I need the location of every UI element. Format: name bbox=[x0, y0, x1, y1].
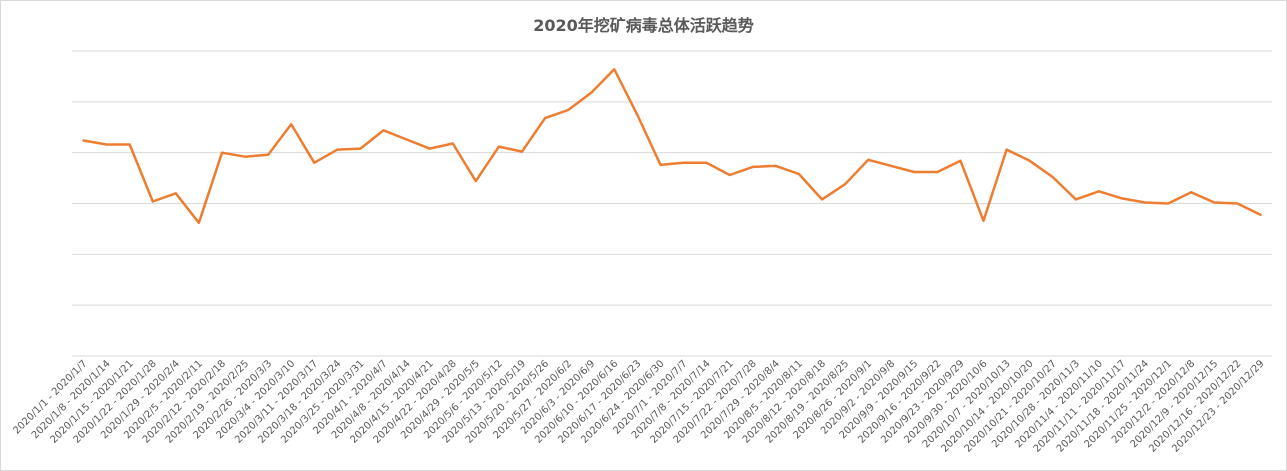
gridlines bbox=[72, 50, 1272, 357]
series-line bbox=[82, 68, 1262, 225]
chart-title: 2020年挖矿病毒总体活跃趋势 bbox=[533, 16, 754, 35]
